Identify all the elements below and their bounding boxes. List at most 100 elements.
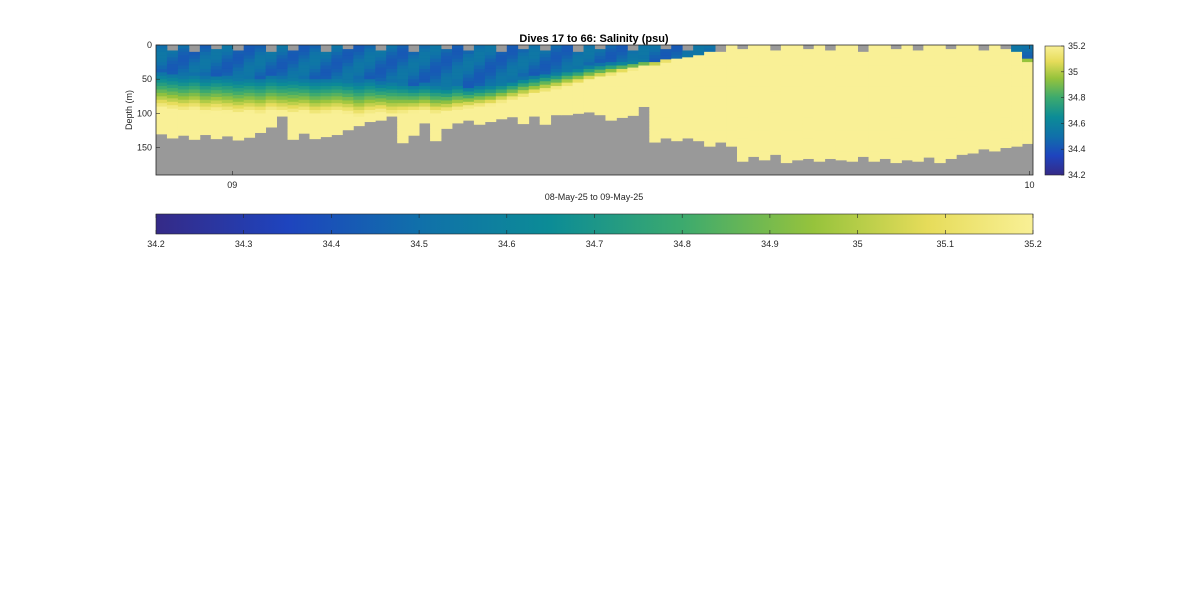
heatmap-cell	[934, 68, 946, 73]
heatmap-cell	[375, 57, 387, 62]
heatmap-cell	[715, 140, 727, 143]
heatmap-cell	[934, 144, 946, 149]
heatmap-cell	[517, 83, 530, 88]
heatmap-cell	[737, 127, 749, 132]
heatmap-cell	[835, 106, 848, 111]
heatmap-cell	[331, 96, 343, 101]
heatmap-cell	[605, 92, 617, 97]
heatmap-cell	[693, 113, 705, 118]
heatmap-cell	[704, 55, 716, 60]
heatmap-cell	[331, 58, 343, 63]
heatmap-cell	[506, 86, 519, 90]
heatmap-cell	[934, 140, 946, 145]
heatmap-cell	[967, 75, 979, 80]
heatmap-cell	[813, 151, 826, 155]
heatmap-cell	[835, 99, 848, 104]
heatmap-cell	[737, 59, 749, 64]
heatmap-cell	[419, 96, 431, 101]
heatmap-cell	[627, 108, 639, 113]
heatmap-cell	[693, 55, 705, 60]
heatmap-cell	[704, 72, 716, 77]
heatmap-cell	[331, 72, 343, 77]
heatmap-cell	[539, 67, 552, 72]
heatmap-cell	[879, 116, 891, 121]
heatmap-cell	[890, 62, 902, 67]
heatmap-cell	[254, 99, 267, 104]
heatmap-cell	[309, 113, 321, 118]
heatmap-cell	[747, 123, 760, 128]
heatmap-cell	[978, 74, 990, 79]
heatmap-cell	[737, 124, 749, 129]
heatmap-cell	[462, 84, 475, 89]
heatmap-cell	[846, 137, 858, 142]
heatmap-cell	[177, 113, 190, 118]
heatmap-cell	[923, 154, 935, 158]
heatmap-cell	[1011, 113, 1023, 118]
heatmap-cell	[868, 75, 880, 80]
heatmap-cell	[473, 89, 486, 94]
heatmap-cell	[605, 113, 617, 118]
heatmap-cell	[309, 62, 321, 66]
heatmap-cell	[758, 99, 771, 104]
heatmap-cell	[846, 58, 858, 63]
heatmap-cell	[868, 58, 880, 63]
heatmap-cell	[232, 136, 245, 140]
heatmap-cell	[309, 99, 321, 104]
heatmap-cell	[890, 49, 902, 53]
heatmap-cell	[671, 72, 683, 77]
heatmap-cell	[309, 72, 321, 77]
heatmap-cell	[747, 51, 760, 56]
heatmap-cell	[1000, 100, 1012, 105]
heatmap-cell	[550, 75, 563, 80]
heatmap-cell	[769, 81, 782, 86]
heatmap-cell	[934, 110, 946, 114]
heatmap-cell	[353, 75, 365, 80]
heatmap-cell	[583, 75, 595, 80]
heatmap-cell	[704, 58, 716, 63]
heatmap-cell	[221, 96, 234, 101]
heatmap-cell	[660, 76, 672, 81]
heatmap-cell	[846, 99, 858, 104]
heatmap-cell	[188, 116, 201, 121]
heatmap-cell	[638, 51, 650, 56]
heatmap-cell	[1022, 116, 1034, 121]
heatmap-cell	[375, 112, 387, 116]
heatmap-cell	[934, 151, 946, 155]
heatmap-cell	[802, 52, 815, 57]
heatmap-cell	[353, 89, 365, 94]
heatmap-cell	[715, 106, 727, 111]
heatmap-cell	[254, 48, 267, 53]
heatmap-cell	[309, 123, 321, 128]
heatmap-cell	[594, 103, 606, 108]
heatmap-cell	[737, 131, 749, 136]
heatmap-cell	[945, 138, 957, 142]
heatmap-cell	[221, 51, 234, 56]
heatmap-cell	[156, 99, 168, 104]
heatmap-cell	[462, 64, 475, 68]
heatmap-cell	[846, 62, 858, 66]
heatmap-cell	[923, 113, 935, 118]
heatmap-cell	[638, 92, 650, 97]
heatmap-cell	[298, 65, 310, 70]
heatmap-cell	[967, 127, 979, 131]
heatmap-cell	[430, 86, 442, 90]
heatmap-cell	[726, 62, 738, 66]
heatmap-cell	[506, 113, 519, 118]
heatmap-cell	[342, 114, 354, 118]
heatmap-cell	[528, 113, 541, 117]
heatmap-cell	[364, 106, 376, 111]
heatmap-cell	[506, 48, 519, 53]
heatmap-cell	[386, 99, 398, 104]
heatmap-cell	[638, 65, 650, 70]
heatmap-cell	[879, 130, 891, 135]
heatmap-cell	[221, 58, 234, 63]
heatmap-cell	[419, 62, 431, 66]
heatmap-cell	[517, 103, 530, 108]
heatmap-cell	[934, 45, 946, 49]
heatmap-cell	[737, 52, 749, 57]
heatmap-cell	[1011, 79, 1023, 84]
heatmap-cell	[353, 86, 365, 90]
heatmap-cell	[243, 113, 256, 118]
heatmap-cell	[473, 99, 486, 104]
heatmap-cell	[298, 55, 310, 60]
